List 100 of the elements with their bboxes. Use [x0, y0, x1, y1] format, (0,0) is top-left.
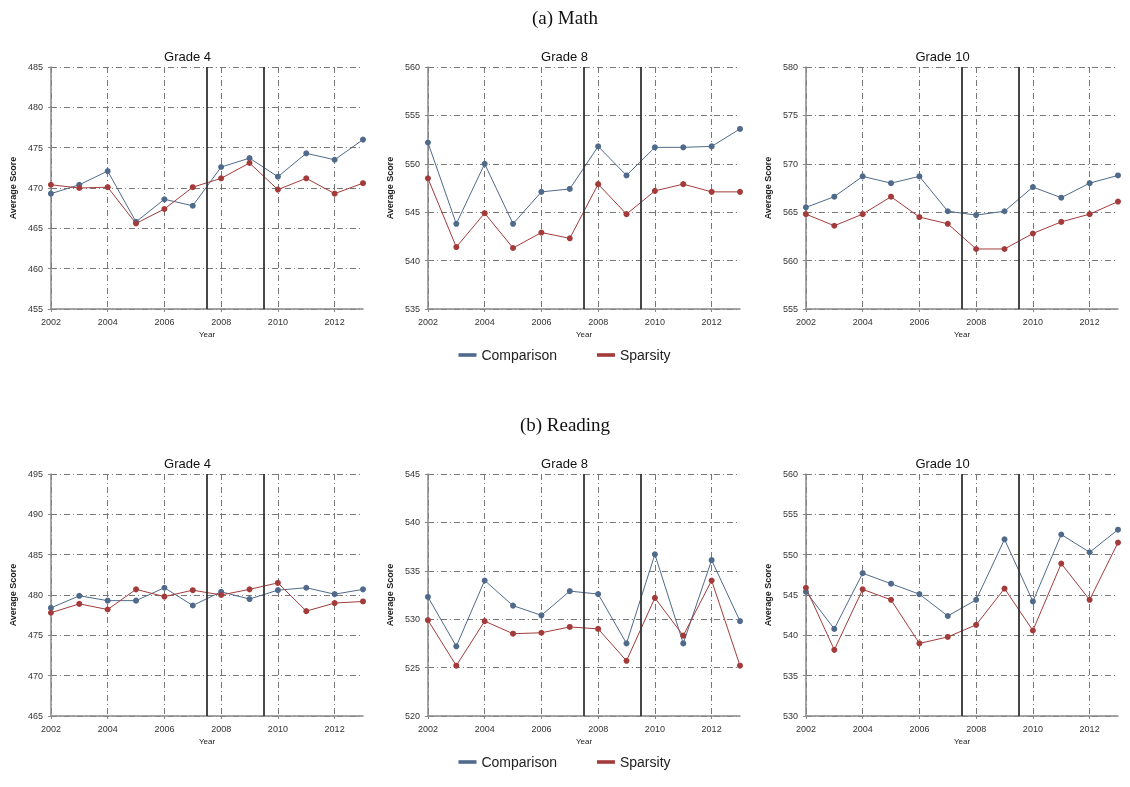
point [916, 591, 923, 598]
x-tick-label: 2006 [909, 723, 930, 734]
y-tick-label: 560 [782, 469, 798, 479]
x-tick-label: 2012 [324, 316, 345, 327]
x-tick-label: 2010 [1022, 316, 1043, 327]
x-tick-label: 2012 [701, 723, 722, 734]
chart-title: Grade 8 [541, 456, 588, 471]
point [161, 584, 168, 591]
point [303, 608, 310, 615]
point [538, 188, 545, 195]
point [680, 632, 687, 639]
y-tick-label: 555 [782, 304, 798, 314]
point [680, 181, 687, 188]
point [1115, 198, 1121, 205]
point [331, 156, 338, 163]
point [453, 662, 460, 669]
point [47, 609, 54, 616]
y-tick-label: 535 [404, 304, 420, 314]
point [331, 591, 338, 598]
point [1058, 531, 1065, 538]
point [1115, 539, 1121, 546]
x-tick-label: 2008 [211, 723, 232, 734]
y-tick-label: 530 [404, 614, 420, 625]
point [274, 587, 281, 594]
point [360, 180, 366, 187]
y-tick-label: 580 [782, 62, 798, 72]
y-axis-title: Average Score [384, 156, 395, 220]
point [218, 164, 225, 171]
y-tick-label: 480 [27, 590, 43, 600]
point [1001, 208, 1008, 215]
point [802, 211, 809, 218]
point [218, 175, 225, 182]
point [595, 181, 602, 188]
point [802, 584, 809, 591]
point [246, 596, 253, 603]
point [453, 220, 460, 227]
chart-title: Grade 4 [164, 49, 211, 64]
point [708, 188, 715, 195]
point [1115, 526, 1121, 533]
point [161, 196, 168, 203]
point [859, 173, 866, 180]
x-tick-label: 2012 [1079, 316, 1100, 327]
point [360, 586, 366, 593]
point [566, 623, 573, 630]
y-tick-label: 480 [27, 102, 43, 113]
x-tick-label: 2002 [795, 723, 816, 734]
point [424, 139, 431, 146]
y-tick-label: 540 [404, 255, 420, 266]
point [331, 190, 338, 197]
point [859, 211, 866, 218]
y-tick-label: 545 [404, 207, 420, 218]
point [1029, 598, 1036, 605]
y-axis-title: Average Score [762, 563, 773, 627]
y-tick-label: 485 [27, 549, 43, 560]
y-tick-label: 550 [404, 158, 420, 169]
point [161, 593, 168, 600]
point [859, 570, 866, 577]
point [481, 160, 488, 167]
point [916, 214, 923, 221]
x-tick-label: 2008 [966, 723, 987, 734]
x-tick-label: 2002 [417, 723, 438, 734]
x-tick-label: 2002 [40, 316, 61, 327]
x-tick-label: 2002 [417, 316, 438, 327]
point [538, 612, 545, 619]
y-tick-label: 570 [782, 158, 798, 169]
point [510, 245, 517, 252]
point [944, 208, 951, 215]
y-axis-title: Average Score [7, 156, 18, 220]
x-tick-label: 2012 [324, 723, 345, 734]
point [510, 630, 517, 637]
point [360, 136, 366, 143]
point [1086, 596, 1093, 603]
point [1086, 211, 1093, 218]
point [189, 602, 196, 609]
point [1058, 218, 1065, 225]
text: (a) Math [532, 7, 598, 29]
point [623, 211, 630, 218]
point [510, 220, 517, 227]
y-tick-label: 525 [404, 662, 420, 673]
point [1029, 627, 1036, 634]
y-tick-label: 560 [782, 255, 798, 266]
point [133, 597, 140, 604]
x-tick-label: 2010 [267, 723, 288, 734]
point [161, 205, 168, 212]
point [104, 184, 111, 191]
y-tick-label: 465 [27, 711, 43, 721]
x-tick-label: 2006 [154, 723, 175, 734]
point [680, 640, 687, 647]
point [1058, 194, 1065, 201]
x-axis-title: Year [575, 330, 593, 340]
x-tick-label: 2004 [474, 316, 495, 327]
point [538, 229, 545, 236]
chart-title: Grade 4 [164, 456, 211, 471]
y-axis-title: Average Score [384, 563, 395, 627]
chart-title: Grade 8 [541, 49, 588, 64]
point [888, 193, 895, 200]
point [831, 646, 838, 653]
point [424, 175, 431, 182]
point [944, 612, 951, 619]
x-tick-label: 2004 [852, 316, 873, 327]
